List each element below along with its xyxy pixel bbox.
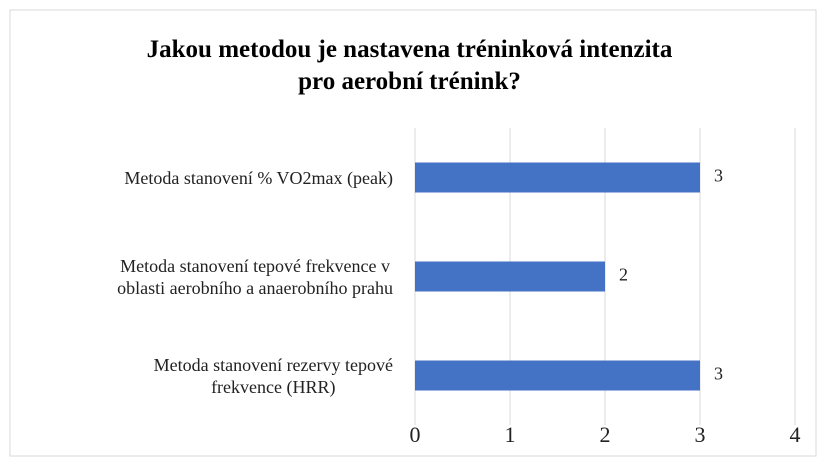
x-tick-label: 4 xyxy=(790,422,801,447)
bar xyxy=(415,360,700,391)
bar xyxy=(415,162,700,193)
y-tick-label: Metoda stanovení rezervy tepové frekvenc… xyxy=(153,354,393,397)
chart-frame xyxy=(9,9,817,457)
y-tick-label: Metoda stanovení % VO2max (peak) xyxy=(124,167,393,188)
chart-title: Jakou metodou je nastavena tréninková in… xyxy=(146,36,673,95)
x-tick-label: 3 xyxy=(695,422,706,447)
x-tick-label: 0 xyxy=(410,422,421,447)
data-label: 2 xyxy=(619,265,628,285)
x-tick-label: 1 xyxy=(505,422,516,447)
data-label: 3 xyxy=(714,166,723,186)
y-tick-label: Metoda stanovení tepové frekvence v obla… xyxy=(117,255,393,298)
x-tick-label: 2 xyxy=(600,422,611,447)
data-label: 3 xyxy=(714,364,723,384)
bar xyxy=(415,261,605,292)
